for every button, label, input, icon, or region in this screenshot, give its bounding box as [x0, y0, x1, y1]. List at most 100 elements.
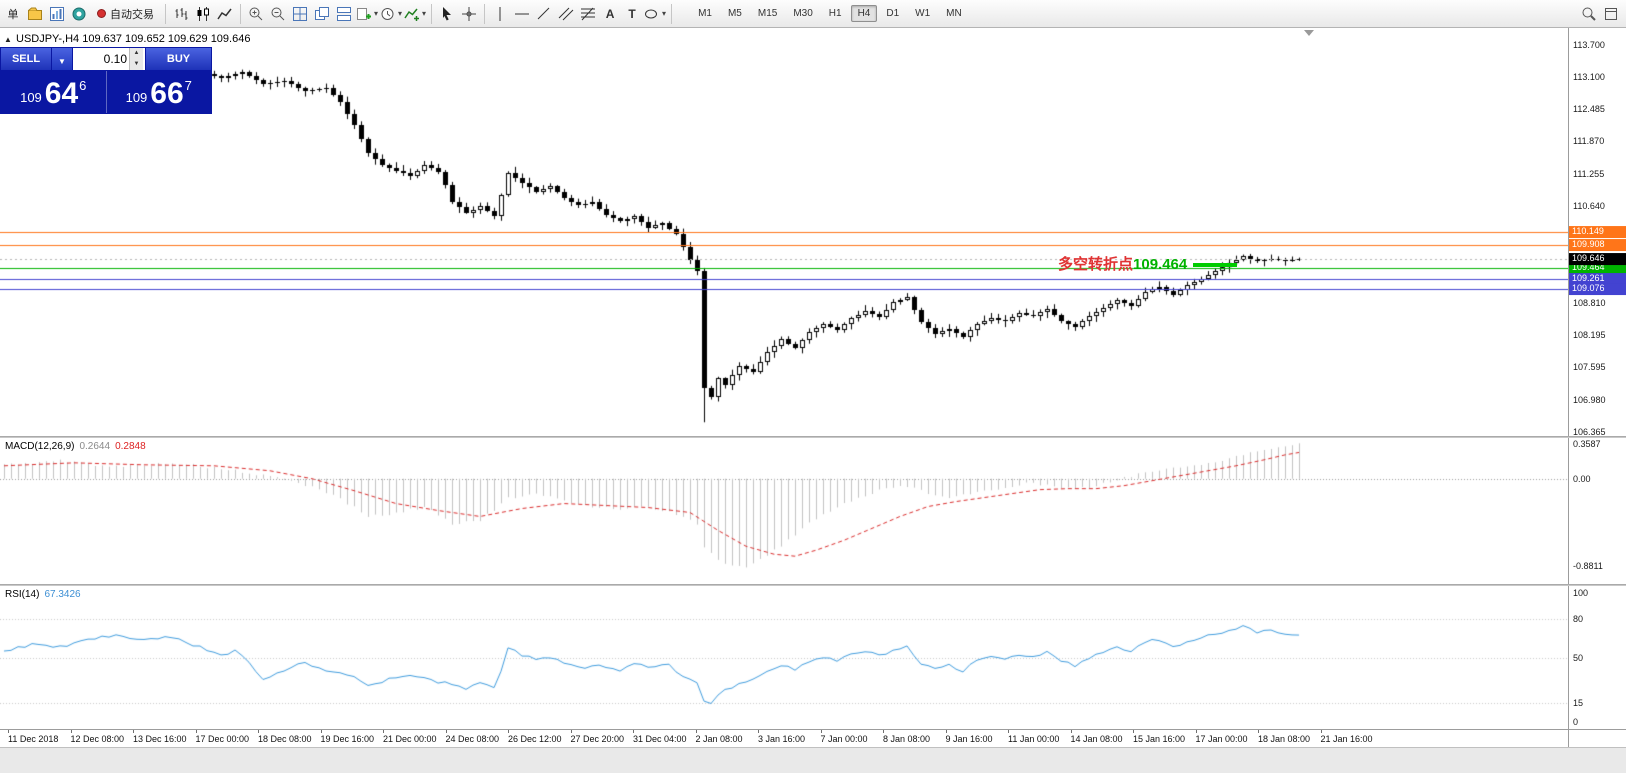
time-axis-tick	[320, 730, 322, 733]
date-label: 15 Jan 16:00	[1133, 734, 1186, 744]
price-level-badge: 109.464	[1569, 262, 1626, 275]
channel-icon[interactable]	[555, 3, 577, 25]
time-axis-tick	[1320, 730, 1322, 733]
trendline-icon[interactable]	[533, 3, 555, 25]
profiles-icon[interactable]	[24, 3, 46, 25]
time-axis-tick	[1008, 730, 1009, 733]
time-axis-tick	[1195, 730, 1197, 733]
timeframe-button-w1[interactable]: W1	[908, 5, 937, 22]
time-axis-tick	[570, 730, 572, 733]
caret-down-icon: ▾	[422, 9, 427, 18]
price-canvas[interactable]	[0, 28, 1568, 436]
timeframe-button-d1[interactable]: D1	[879, 5, 906, 22]
time-axis-tick	[258, 730, 259, 733]
search-icon[interactable]	[1578, 3, 1600, 25]
time-axis-tick	[70, 730, 72, 733]
panel-resize-separator[interactable]	[0, 436, 1626, 438]
buy-price-display[interactable]: 109 66 7	[105, 71, 211, 113]
time-axis-tick	[820, 730, 822, 733]
timeframe-button-m15[interactable]: M15	[751, 5, 784, 22]
indicators-button[interactable]: ▾	[403, 3, 427, 25]
date-label: 17 Jan 00:00	[1195, 734, 1248, 744]
cursor-icon[interactable]	[436, 3, 458, 25]
toolbar-separator	[671, 3, 673, 24]
chart-shift-marker-icon[interactable]	[1304, 30, 1314, 36]
periods-button[interactable]: ▾	[379, 3, 403, 25]
timeframe-button-h1[interactable]: H1	[822, 5, 849, 22]
timeframe-button-mn[interactable]: MN	[939, 5, 969, 22]
price-tick-label: 113.100	[1573, 71, 1605, 82]
shapes-button[interactable]: ▾	[643, 3, 667, 25]
date-label: 24 Dec 08:00	[445, 734, 500, 744]
volume-down-button[interactable]: ▼	[130, 59, 143, 70]
rsi-canvas[interactable]	[0, 586, 1568, 729]
sell-price-prefix: 109	[20, 90, 42, 105]
date-label: 8 Jan 08:00	[883, 734, 931, 744]
volume-input[interactable]	[73, 48, 129, 70]
macd-panel: 0.3587 0.00 -0.8811 MACD(12,26,9) 0.2644 0.2…	[0, 438, 1626, 584]
buy-price-prefix: 109	[125, 90, 148, 105]
bottom-scrollbar[interactable]	[0, 747, 1626, 773]
label-tool-icon[interactable]: T	[628, 6, 636, 21]
price-tick-label: 110.640	[1573, 201, 1605, 212]
price-tick-label: 113.700	[1573, 39, 1605, 50]
tile-windows-icon[interactable]	[289, 3, 311, 25]
price-tick-label: 107.595	[1573, 362, 1606, 373]
bar-chart-icon[interactable]	[170, 3, 192, 25]
rsi-scale[interactable]: 100 80 50 15 0	[1568, 586, 1626, 729]
one-click-panel-toggle[interactable]: ▲	[4, 35, 12, 44]
timeframe-button-m5[interactable]: M5	[721, 5, 749, 22]
crosshair-icon[interactable]	[458, 3, 480, 25]
order-options-dropdown[interactable]: ▼	[52, 48, 72, 70]
cascade-windows-icon[interactable]	[311, 3, 333, 25]
sell-button[interactable]: SELL	[1, 48, 51, 70]
macd-canvas[interactable]	[0, 438, 1568, 584]
candlestick-chart-icon[interactable]	[192, 3, 214, 25]
arrange-windows-icon[interactable]	[333, 3, 355, 25]
annotation-text: 多空转折点	[1058, 256, 1134, 273]
time-axis-tick	[508, 730, 509, 733]
fibonacci-icon[interactable]	[577, 3, 599, 25]
zoom-out-icon[interactable]	[267, 3, 289, 25]
navigator-icon[interactable]	[68, 3, 90, 25]
price-level-badge: 109.261	[1569, 273, 1626, 286]
timeframe-button-h4[interactable]: H4	[850, 5, 878, 22]
time-axis-tick	[633, 730, 634, 733]
fullscreen-icon[interactable]	[1600, 3, 1622, 25]
timeframe-button-m1[interactable]: M1	[691, 5, 719, 22]
buy-button[interactable]: BUY	[146, 48, 211, 70]
rsi-tick-label: 80	[1573, 613, 1584, 624]
price-tick-label: 106.980	[1573, 394, 1606, 405]
horizontal-line-icon[interactable]	[511, 3, 533, 25]
timeframe-button-m30[interactable]: M30	[786, 5, 819, 22]
date-label: 21 Dec 00:00	[383, 734, 437, 744]
date-label: 26 Dec 12:00	[508, 734, 562, 744]
time-axis-tick	[695, 730, 697, 733]
zoom-in-icon[interactable]	[245, 3, 267, 25]
panel-resize-separator[interactable]	[0, 584, 1626, 586]
caret-down-icon: ▼	[58, 56, 66, 66]
trade-prices-row: 109 64 6 109 66 7	[1, 71, 211, 113]
volume-up-button[interactable]: ▲	[130, 48, 143, 59]
volume-stepper: ▲ ▼	[129, 48, 143, 70]
rsi-tick-label: 100	[1573, 587, 1589, 598]
line-chart-icon[interactable]	[214, 3, 236, 25]
new-order-button[interactable]: 单	[2, 3, 24, 25]
rsi-tick-label: 0	[1573, 717, 1579, 728]
time-axis-tick	[945, 730, 947, 733]
text-tool-icon[interactable]: A	[605, 6, 615, 21]
price-scale[interactable]: 113.700 113.100 112.485 111.870 111.255 110.6…	[1568, 28, 1626, 436]
vertical-line-icon[interactable]	[489, 3, 511, 25]
toolbar-separator	[240, 3, 241, 24]
macd-scale[interactable]: 0.3587 0.00 -0.8811	[1568, 438, 1626, 584]
pivot-annotation[interactable]: 多空转折点109.464	[1058, 253, 1238, 274]
autotrade-button[interactable]: 自动交易	[90, 3, 161, 25]
time-axis[interactable]: 11 Dec 2018 12 Dec 08:00 13 Dec 16:00 17 De…	[0, 729, 1626, 747]
sell-price-display[interactable]: 109 64 6	[1, 71, 106, 113]
chart-title-ohlc: 109.637 109.652 109.629 109.646	[82, 33, 251, 45]
new-chart-button[interactable]: ▾	[355, 3, 379, 25]
date-label: 3 Jan 16:00	[758, 734, 806, 744]
macd-signal-value: 0.2848	[115, 441, 146, 452]
charts-window-icon[interactable]	[46, 3, 68, 25]
